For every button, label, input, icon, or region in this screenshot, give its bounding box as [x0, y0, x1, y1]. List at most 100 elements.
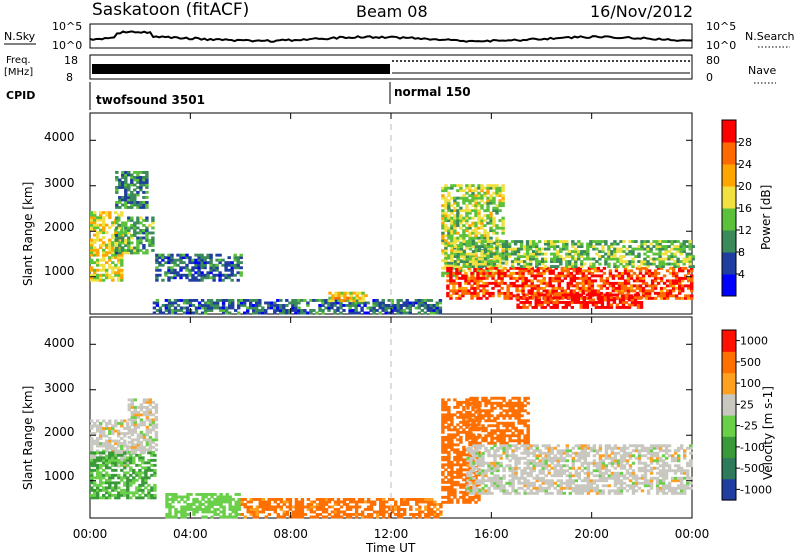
power-marks-cell [564, 306, 568, 309]
velocity-marks-cell [468, 500, 472, 504]
velocity-marks-cell [309, 503, 314, 506]
velocity-marks-cell [369, 500, 374, 504]
power-marks-cell [690, 266, 694, 270]
velocity-marks-cell [466, 456, 470, 460]
power-marks-cell [473, 294, 477, 298]
velocity-marks-cell [267, 513, 271, 516]
power-marks-cell [535, 245, 539, 248]
velocity-marks-cell [237, 500, 241, 504]
power-marks-cell [584, 281, 588, 285]
power-marks-cell [420, 304, 424, 307]
power-marks-cell [476, 276, 480, 280]
velocity-marks-cell [108, 456, 112, 460]
velocity-marks-cell [499, 464, 503, 468]
power-marks-cell [471, 224, 475, 228]
power-marks-cell [136, 241, 140, 245]
velocity-marks-cell [96, 488, 100, 492]
velocity-marks-cell [379, 500, 383, 504]
velocity-marks-cell [126, 463, 130, 467]
power-marks-cell [588, 293, 593, 297]
power-marks-cell [621, 306, 626, 309]
power-marks-cell [553, 245, 557, 248]
power-marks-cell [473, 286, 477, 290]
power-marks-cell [215, 253, 219, 257]
velocity-marks-cell [148, 443, 153, 447]
power-marks-cell [483, 234, 487, 238]
cpid-label: CPID [6, 89, 35, 102]
power-marks-cell [556, 250, 560, 253]
power-marks-cell [450, 239, 454, 243]
velocity-marks-cell [273, 498, 277, 501]
power-marks-cell [539, 274, 543, 278]
power-marks-cell [396, 309, 400, 312]
power-marks-cell [521, 284, 525, 288]
velocity-marks-cell [210, 505, 214, 509]
power-marks-cell [629, 294, 634, 298]
power-marks-cell [492, 216, 496, 220]
power-marks-cell [559, 240, 563, 243]
power-marks-cell [641, 294, 646, 298]
power-marks-cell [477, 262, 482, 266]
power-marks-cell [185, 276, 189, 280]
velocity-marks-cell [499, 404, 503, 408]
power-marks-cell [468, 226, 472, 230]
velocity-marks-cell [441, 478, 445, 482]
power-marks-cell [99, 238, 103, 242]
power-marks-cell [664, 247, 668, 251]
power-marks-cell [486, 274, 490, 278]
power-marks-cell [349, 299, 353, 303]
velocity-marks-cell [132, 456, 136, 460]
velocity-marks-cell [444, 468, 448, 472]
power-marks-cell [498, 219, 502, 223]
power-marks-cell [164, 304, 169, 307]
power-marks-cell [639, 303, 644, 307]
power-marks-cell [438, 311, 443, 315]
power-marks-cell [530, 294, 534, 298]
power-marks-cell [486, 209, 490, 213]
power-marks-cell [96, 248, 100, 252]
power-marks-cell [524, 281, 528, 285]
power-marks-cell [111, 223, 115, 227]
power-marks-cell [585, 306, 589, 309]
power-marks-cell [595, 242, 599, 246]
velocity-marks-cell [145, 400, 150, 404]
velocity-marks-cell [336, 500, 341, 504]
velocity-marks-cell [99, 473, 103, 477]
power-marks-cell [581, 269, 585, 273]
power-marks-cell [139, 249, 143, 252]
power-marks-cell [191, 273, 195, 277]
power-marks-cell [456, 219, 460, 223]
power-colorbar-segment [722, 142, 736, 165]
velocity-marks-cell [93, 488, 97, 492]
velocity-marks-cell [93, 491, 97, 495]
velocity-marks-cell [145, 440, 150, 444]
power-marks-cell [570, 296, 574, 299]
power-marks-cell [441, 204, 445, 208]
power-marks-cell [96, 268, 100, 272]
power-marks-cell [456, 201, 460, 205]
velocity-marks-cell [496, 449, 500, 453]
power-marks-cell [354, 311, 358, 315]
power-marks-cell [659, 289, 664, 293]
velocity-marks-cell [496, 401, 500, 405]
power-marks-cell [446, 279, 450, 283]
velocity-marks-cell [447, 410, 451, 414]
power-marks-cell [127, 193, 131, 197]
power-marks-cell [510, 250, 515, 253]
velocity-marks-cell [142, 423, 147, 427]
velocity-marks-cell [270, 498, 274, 501]
power-marks-cell [533, 274, 537, 278]
power-marks-cell [674, 276, 679, 280]
velocity-marks-cell [490, 419, 494, 423]
velocity-marks-cell [493, 444, 497, 448]
power-marks-cell [121, 231, 125, 235]
power-marks-cell [581, 286, 585, 290]
power-marks-cell [105, 251, 109, 255]
velocity-marks-cell [96, 476, 100, 480]
power-marks-cell [521, 276, 525, 280]
power-marks-cell [619, 250, 623, 253]
power-marks-cell [462, 216, 466, 220]
velocity-marks-cell [231, 510, 235, 514]
power-marks-cell [565, 260, 569, 263]
power-marks-cell [482, 284, 486, 288]
